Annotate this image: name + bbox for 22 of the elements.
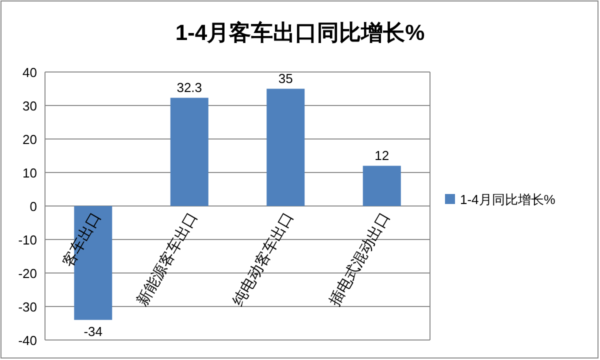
y-tick-label: 10	[22, 166, 37, 180]
y-tick-label: -40	[18, 333, 37, 348]
data-label: -34	[84, 324, 103, 339]
y-tick-label: 30	[22, 98, 37, 114]
chart-title: 1-4月客车出口同比增长%	[175, 20, 425, 45]
x-tick-label: 客车出口	[60, 210, 105, 270]
y-tick-label: -30	[18, 300, 37, 314]
bar	[170, 98, 208, 206]
data-label: 12	[374, 148, 390, 163]
legend-label: 1-4月同比增长%	[460, 192, 556, 207]
bar	[266, 88, 305, 206]
data-label: 35	[278, 70, 293, 86]
y-tick-label: 0	[30, 199, 37, 214]
y-tick-label: 40	[22, 65, 37, 80]
y-tick-label: -10	[18, 232, 37, 248]
x-tick-label: 纯电动客车出口	[230, 210, 298, 309]
x-tick-label: 新能源客车出口	[134, 210, 201, 309]
x-tick-label: 插电式混动出口	[326, 210, 394, 309]
y-tick-label: 20	[22, 132, 37, 147]
data-label: 32.3	[176, 80, 202, 95]
y-tick-label: -20	[18, 266, 37, 281]
bar	[362, 166, 401, 206]
